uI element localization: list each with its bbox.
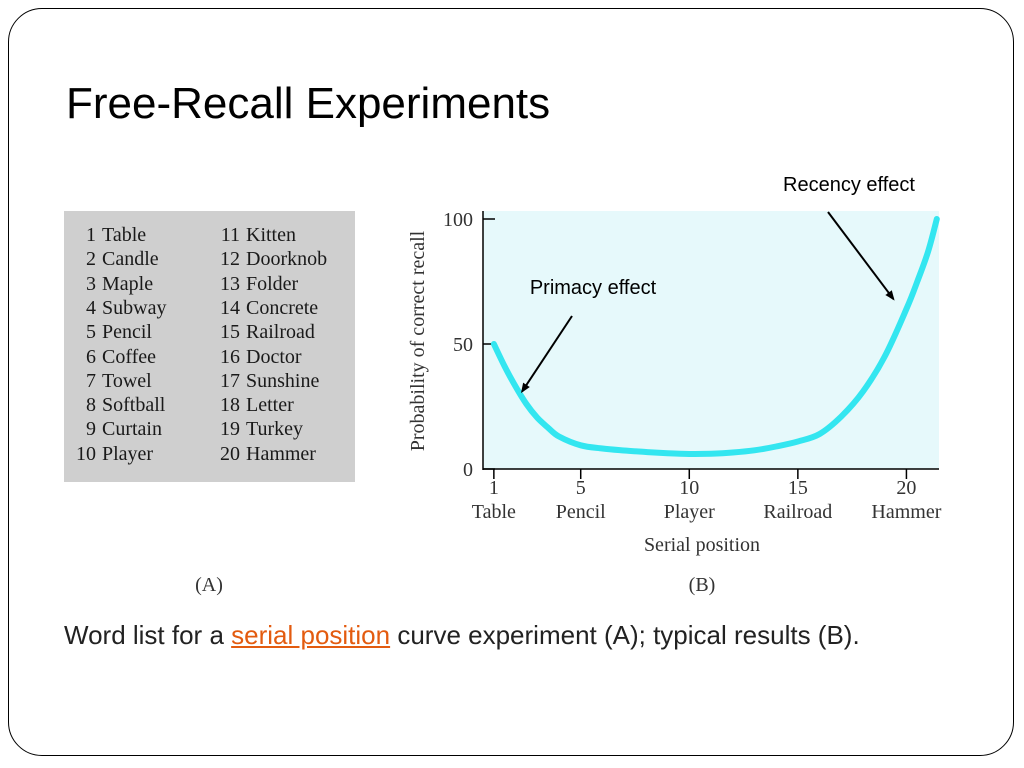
chart-axes [482, 211, 939, 470]
word-text: Hammer [246, 442, 316, 465]
word-list-item: 17 Sunshine [216, 369, 319, 393]
recency-arrow [827, 211, 895, 301]
word-number: 2 [86, 248, 96, 271]
word-number: 16 [220, 345, 240, 368]
x-tick-label: 10 [679, 477, 699, 499]
word-text: Sunshine [246, 369, 320, 392]
word-number: 5 [86, 321, 96, 344]
x-axis-title: Serial position [644, 534, 760, 556]
x-tick-sublabel: Hammer [871, 501, 941, 523]
word-list-item: 8 Softball [74, 393, 165, 417]
panel-label-b: (B) [689, 574, 716, 596]
chart-annotations: Primacy effect Recency effect [520, 174, 915, 394]
word-number: 12 [220, 248, 240, 271]
word-list-item: 4 Subway [74, 296, 166, 320]
word-list-item: 6 Coffee [74, 345, 156, 369]
caption-text-before: Word list for a [64, 620, 232, 650]
word-number: 6 [86, 345, 96, 368]
word-list-item: 2 Candle [74, 247, 159, 271]
word-list-item: 9 Curtain [74, 417, 162, 441]
word-list-item: 10 Player [74, 442, 153, 466]
word-number: 19 [220, 418, 240, 441]
word-list-item: 3 Maple [74, 272, 153, 296]
word-text: Kitten [246, 224, 296, 246]
chart-series [490, 216, 940, 458]
primacy-arrow [520, 315, 573, 394]
plot-background [483, 211, 939, 469]
word-list-item: 20 Hammer [216, 442, 316, 466]
word-list-item: 14 Concrete [216, 296, 318, 320]
word-text: Turkey [246, 418, 304, 441]
caption-text-after: curve experiment (A); typical results (B… [390, 620, 860, 650]
word-text: Player [102, 442, 154, 465]
word-text: Pencil [102, 321, 152, 344]
x-tick-sublabel: Player [664, 501, 715, 523]
x-tick-label: 5 [576, 477, 586, 499]
slide-caption: Word list for a serial position curve ex… [64, 616, 984, 654]
word-text: Softball [102, 394, 166, 417]
y-axis-title: Probability of correct recall [407, 230, 429, 451]
word-number: 17 [220, 369, 240, 392]
word-text: Letter [246, 394, 294, 417]
word-list-item: 11 Kitten [216, 223, 296, 247]
word-number: 18 [220, 394, 240, 417]
word-list-item: 12 Doorknob [216, 247, 327, 271]
word-list-item: 1 Table [74, 223, 146, 247]
word-text: Towel [102, 369, 152, 392]
word-list-panel: 1 Table 2 Candle 3 Maple 4 Subway 5 Pencil 6 Coffee… [64, 211, 355, 482]
word-number: 11 [220, 224, 240, 246]
word-text: Subway [102, 296, 167, 319]
word-number: 13 [220, 272, 240, 295]
word-number: 15 [220, 321, 240, 344]
word-text: Coffee [102, 345, 157, 368]
word-number: 8 [86, 394, 96, 417]
recency-effect-label: Recency effect [783, 174, 915, 196]
word-number: 20 [220, 442, 240, 465]
word-text: Table [102, 224, 147, 246]
panel-label-a: (A) [195, 574, 223, 596]
word-list-item: 5 Pencil [74, 320, 152, 344]
word-number: 14 [220, 296, 240, 319]
x-tick-label: 1 [489, 477, 499, 499]
x-tick-sublabel: Pencil [556, 501, 606, 523]
y-tick-label: 100 [443, 209, 473, 231]
word-text: Folder [246, 272, 299, 295]
word-list-item: 16 Doctor [216, 345, 302, 369]
y-tick-label: 0 [463, 459, 473, 481]
x-tick-sublabel: Railroad [763, 501, 832, 523]
word-list-item: 13 Folder [216, 272, 298, 296]
word-number: 7 [86, 369, 96, 392]
serial-position-link[interactable]: serial position [231, 620, 391, 650]
word-number: 3 [86, 272, 96, 295]
word-text: Curtain [102, 418, 162, 441]
word-text: Candle [102, 248, 159, 271]
word-text: Doorknob [246, 248, 328, 271]
recall-curve [490, 216, 940, 458]
x-tick-sublabel: Table [472, 501, 516, 523]
x-tick-label: 15 [788, 477, 808, 499]
word-text: Railroad [246, 321, 315, 344]
y-tick-label: 50 [453, 334, 473, 356]
x-tick-label: 20 [896, 477, 916, 499]
primacy-effect-label: Primacy effect [530, 277, 657, 299]
word-number: 10 [76, 442, 96, 465]
word-list-item: 15 Railroad [216, 320, 315, 344]
word-text: Doctor [246, 345, 302, 368]
word-number: 9 [86, 418, 96, 441]
word-list-item: 19 Turkey [216, 417, 303, 441]
word-number: 4 [86, 296, 96, 319]
word-text: Concrete [246, 296, 319, 319]
word-number: 1 [86, 224, 96, 246]
word-list-item: 7 Towel [74, 369, 152, 393]
word-list-item: 18 Letter [216, 393, 294, 417]
slide-title: Free-Recall Experiments [66, 79, 551, 128]
word-text: Maple [102, 272, 154, 295]
